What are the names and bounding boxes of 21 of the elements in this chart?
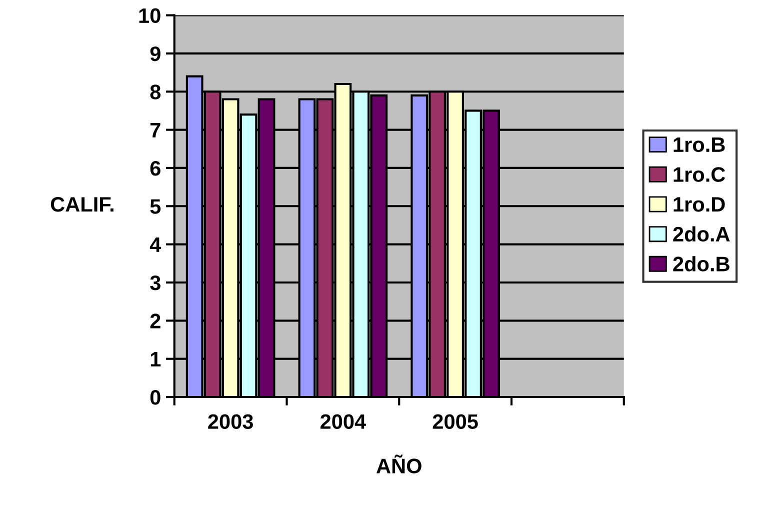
y-tick-label: 2 (150, 314, 160, 328)
legend-label: 2do.A (673, 226, 730, 242)
y-tick-label: 10 (139, 8, 160, 24)
y-tick-label: 0 (150, 390, 160, 405)
legend-label: 1ro.B (674, 138, 725, 152)
x-tick-label: 2005 (432, 414, 478, 429)
y-tick-label: 4 (150, 238, 162, 252)
legend-label: 1ro.D (674, 197, 725, 212)
y-tick-label: 8 (150, 84, 161, 100)
legend-label: 2do.B (673, 256, 730, 272)
y-tick-label: 5 (150, 199, 161, 214)
y-tick-label: 6 (150, 160, 160, 176)
y-axis-title: CALIF. (50, 196, 114, 212)
y-tick-label: 9 (150, 46, 160, 62)
x-tick-label: 2004 (320, 414, 366, 429)
x-tick-label: 2003 (208, 414, 253, 430)
x-axis-title: AÑO (376, 454, 422, 474)
y-tick-label: 7 (150, 123, 160, 138)
legend-label: 1ro.C (674, 167, 726, 182)
y-tick-label: 1 (150, 352, 161, 366)
y-tick-label: 3 (150, 275, 160, 290)
